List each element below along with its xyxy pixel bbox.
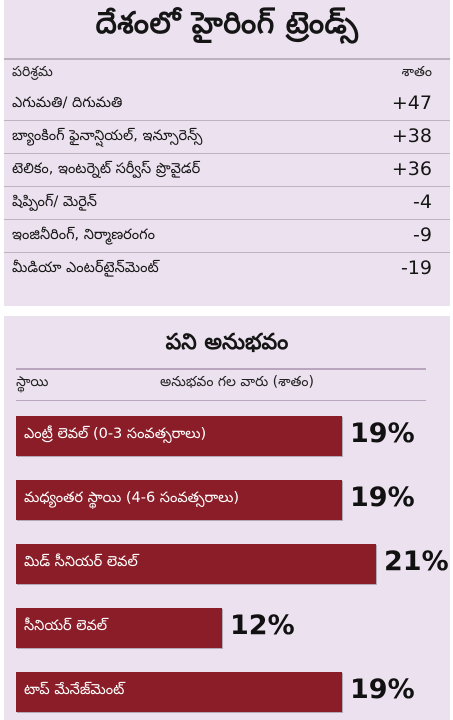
industry-label: ఎగుమతి/ దిగుమతి (12, 95, 123, 111)
work-experience-chart: పని అనుభవం స్థాయి అనుభవం గల వారు (శాతం) … (4, 316, 450, 720)
bar: మధ్యంతర స్థాయి (4-6 సంవత్సరాలు) (16, 480, 342, 520)
bar: మిడ్ సీనియర్ లెవల్ (16, 544, 376, 584)
chart-header-divider (16, 400, 426, 401)
bar-value-label: 19% (350, 674, 415, 705)
industry-label: షిప్పింగ్/ మెరైన్ (12, 194, 97, 210)
industry-value: -4 (413, 191, 432, 213)
hiring-trends-panel: దేశంలో హైరింగ్ ట్రెండ్స్ పరిశ్రమ శాతం ఎగ… (4, 0, 450, 306)
row-divider (4, 186, 450, 187)
chart-level-label: స్థాయి (16, 374, 49, 390)
industry-value: -9 (413, 224, 432, 246)
bar: సీనియర్ లెవల్ (16, 608, 222, 648)
bar-category-label: ఎంట్రీ లెవల్ (0-3 సంవత్సరాలు) (24, 426, 207, 442)
table-row: ఇంజినీరింగ్, నిర్మాణరంగం -9 (4, 220, 450, 253)
industry-value: +38 (391, 125, 432, 147)
chart-value-label: అనుభవం గల వారు (శాతం) (160, 374, 314, 390)
table-row: టెలికం, ఇంటర్నెట్ సర్వీస్ ప్రొవైడర్ +36 (4, 154, 450, 187)
industry-value: +47 (391, 92, 432, 114)
bar-value-label: 19% (350, 482, 415, 513)
bar-value-label: 12% (230, 610, 295, 641)
row-divider (4, 120, 450, 121)
bar: టాప్ మేనేజ్‌మెంట్ (16, 672, 342, 712)
chart-title-divider (16, 368, 426, 370)
title-divider (4, 58, 450, 60)
chart-title: పని అనుభవం (165, 330, 289, 355)
industry-value: -19 (400, 257, 432, 279)
industry-label: టెలికం, ఇంటర్నెట్ సర్వీస్ ప్రొవైడర్ (12, 161, 201, 177)
table-row: ఎగుమతి/ దిగుమతి +47 (4, 88, 450, 121)
industry-label: మీడియా ఎంటర్‌టైన్‌మెంట్ (12, 260, 159, 276)
table-header-industry: పరిశ్రమ (12, 64, 53, 80)
bar: ఎంట్రీ లెవల్ (0-3 సంవత్సరాలు) (16, 416, 342, 456)
table-header-percent: శాతం (401, 64, 432, 80)
bar-category-label: సీనియర్ లెవల్ (24, 618, 108, 634)
industry-label: ఇంజినీరింగ్, నిర్మాణరంగం (12, 227, 155, 243)
table-row: షిప్పింగ్/ మెరైన్ -4 (4, 187, 450, 220)
industry-label: బ్యాంకింగ్ ఫైనాన్షియల్, ఇన్సూరెన్స్ (12, 128, 203, 144)
table-row: మీడియా ఎంటర్‌టైన్‌మెంట్ -19 (4, 253, 450, 286)
bar-category-label: టాప్ మేనేజ్‌మెంట్ (24, 682, 125, 698)
row-divider (4, 219, 450, 220)
bar-category-label: మధ్యంతర స్థాయి (4-6 సంవత్సరాలు) (24, 490, 240, 506)
industry-value: +36 (391, 158, 432, 180)
bar-value-label: 21% (384, 546, 449, 577)
row-divider (4, 252, 450, 253)
table-row: బ్యాంకింగ్ ఫైనాన్షియల్, ఇన్సూరెన్స్ +38 (4, 121, 450, 154)
hiring-trends-title: దేశంలో హైరింగ్ ట్రెండ్స్ (95, 6, 359, 41)
bar-value-label: 19% (350, 418, 415, 449)
bar-category-label: మిడ్ సీనియర్ లెవల్ (24, 554, 138, 570)
row-divider (4, 153, 450, 154)
